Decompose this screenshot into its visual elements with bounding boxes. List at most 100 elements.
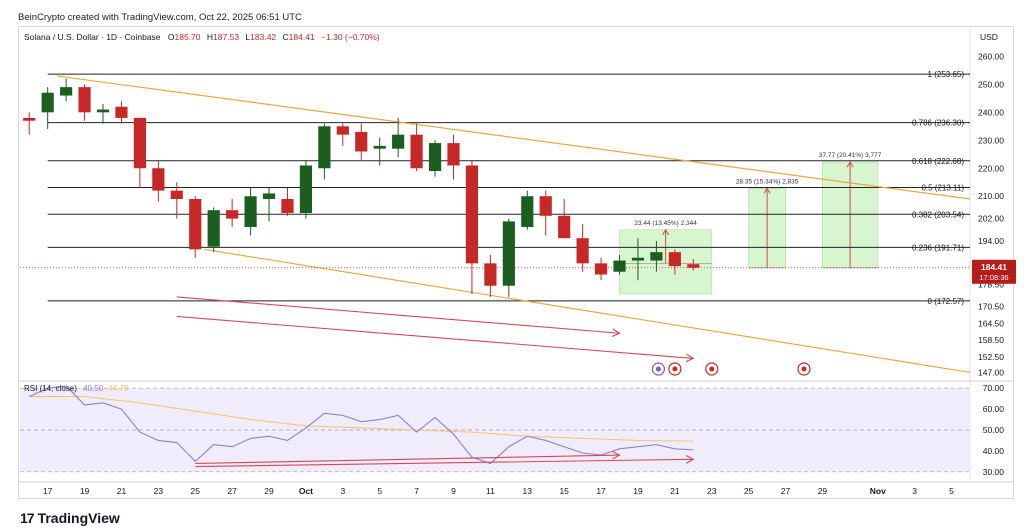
x-tick-label: Nov xyxy=(870,486,886,496)
candle-body xyxy=(170,190,183,200)
tradingview-logo[interactable]: 17 TradingView xyxy=(20,510,120,526)
y-tick-label: 240.00 xyxy=(978,107,1004,117)
candle-body xyxy=(594,263,608,275)
y-tick-label: 250.00 xyxy=(978,79,1004,89)
fib-level-label: 0 (172.57) xyxy=(928,297,965,306)
x-tick-label: 5 xyxy=(377,486,382,496)
y-tick-label: 210.00 xyxy=(978,191,1004,201)
candle-body xyxy=(558,215,571,239)
x-tick-label: 3 xyxy=(340,486,345,496)
candle-body xyxy=(152,168,165,191)
x-tick-label: 19 xyxy=(80,486,90,496)
candles-layer xyxy=(23,78,700,297)
target-arrowhead xyxy=(846,161,854,168)
trend-arrow-line xyxy=(195,454,620,465)
trend-arrowhead xyxy=(685,353,695,363)
x-tick-label: Oct xyxy=(299,486,313,496)
y-tick-label: 178.50 xyxy=(978,279,1004,289)
y-tick-label: 158.50 xyxy=(978,335,1004,345)
candle-body xyxy=(521,196,534,227)
candle-body xyxy=(189,199,202,250)
candle-body xyxy=(484,263,497,286)
candle-body xyxy=(410,134,423,169)
candle-body xyxy=(133,117,146,169)
x-tick-label: 27 xyxy=(227,486,237,496)
trendline xyxy=(56,75,971,200)
price-badge-countdown: 17:08:36 xyxy=(979,273,1008,282)
x-tick-label: 7 xyxy=(414,486,419,496)
candle-body xyxy=(687,264,700,268)
target-label: 23.44 (13.45%) 2,344 xyxy=(634,220,697,227)
trend-arrow-line xyxy=(176,296,620,334)
open-label: O xyxy=(168,32,175,42)
rsi-ma-value: 44.70 xyxy=(108,384,129,393)
fib-level-label: 1 (253.65) xyxy=(928,70,965,79)
tradingview-mark-icon: 17 xyxy=(20,510,35,526)
fib-level-label: 0.382 (203.54) xyxy=(912,210,964,219)
x-tick-label: 25 xyxy=(191,486,201,496)
candle-body xyxy=(631,257,645,261)
x-tick-label: 5 xyxy=(949,486,954,496)
rsi-y-tick-label: 70.00 xyxy=(983,383,1005,393)
y-tick-label: 202.00 xyxy=(978,214,1004,224)
chart-header: Solana / U.S. Dollar · 1D · Coinbase O 18… xyxy=(24,32,380,42)
lightning-event-icon-dot xyxy=(655,366,661,372)
candle-body xyxy=(207,210,220,247)
us-flag-icon-dot xyxy=(801,366,807,372)
price-badge-value: 184.41 xyxy=(981,262,1007,272)
candle-body xyxy=(318,126,331,169)
rsi-ma-line xyxy=(29,396,694,442)
low-value: 183.42 xyxy=(250,32,276,42)
trend-arrow-line xyxy=(176,315,694,359)
x-tick-label: 13 xyxy=(523,486,533,496)
x-tick-label: 11 xyxy=(486,486,495,496)
y-tick-label: 230.00 xyxy=(978,135,1004,145)
x-tick-label: 23 xyxy=(154,486,164,496)
candle-body xyxy=(428,143,442,172)
candle-body xyxy=(96,109,110,113)
candle-body xyxy=(299,165,313,213)
us-flag-icon-dot xyxy=(709,366,715,372)
candle-body xyxy=(78,87,91,113)
fib-level-label: 0.5 (213.11) xyxy=(921,184,964,193)
rsi-title: RSI (14, close) 40.50 44.70 xyxy=(24,384,129,393)
trend-arrow-line xyxy=(195,458,694,468)
close-value: 184.41 xyxy=(289,32,315,42)
target-arrowhead xyxy=(763,187,771,194)
candle-body xyxy=(576,238,589,264)
candle-body xyxy=(115,106,128,118)
trendline xyxy=(204,248,971,373)
candle-body xyxy=(650,252,663,261)
close-label: C xyxy=(283,32,289,42)
y-tick-label: 147.00 xyxy=(978,367,1004,377)
tradingview-brand: TradingView xyxy=(37,510,120,526)
trend-arrowhead xyxy=(611,328,621,338)
high-value: 187.53 xyxy=(213,32,239,42)
x-tick-label: 29 xyxy=(264,486,274,496)
fib-level-label: 0.236 (191.71) xyxy=(912,243,964,252)
x-tick-label: 19 xyxy=(633,486,643,496)
x-tick-label: 29 xyxy=(818,486,828,496)
y-tick-label: 220.00 xyxy=(978,163,1004,173)
x-tick-label: 3 xyxy=(912,486,917,496)
candle-body xyxy=(60,87,73,96)
candle-body xyxy=(226,210,239,219)
x-tick-label: 15 xyxy=(559,486,569,496)
x-tick-label: 21 xyxy=(670,486,680,496)
us-flag-icon-dot xyxy=(672,366,678,372)
trend-arrowhead xyxy=(685,455,695,464)
x-tick-label: 17 xyxy=(43,486,53,496)
candle-body xyxy=(539,196,552,216)
trendlines-layer xyxy=(20,75,971,373)
rsi-title-label: RSI (14, close) xyxy=(24,384,77,393)
rsi-y-tick-label: 50.00 xyxy=(983,425,1005,435)
x-tick-label: 23 xyxy=(707,486,717,496)
rsi-y-tick-label: 40.00 xyxy=(983,446,1005,456)
price-badge xyxy=(972,259,1016,284)
fib-level-label: 0.786 (236.30) xyxy=(912,119,964,128)
symbol-label: Solana / U.S. Dollar · 1D · Coinbase xyxy=(24,32,161,42)
change-value: −1.30 (−0.70%) xyxy=(321,32,380,42)
trend-arrowhead xyxy=(612,450,621,460)
candle-body xyxy=(373,145,386,149)
